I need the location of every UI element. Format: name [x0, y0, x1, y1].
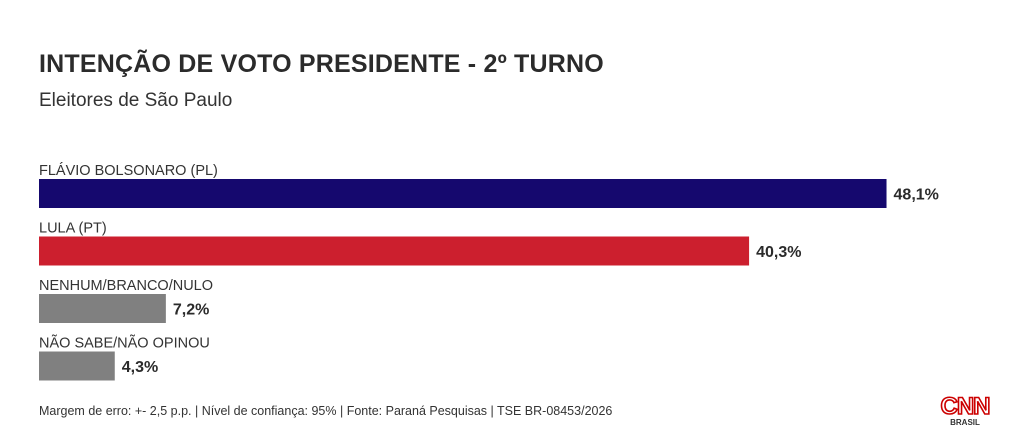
category-label: NENHUM/BRANCO/NULO [39, 278, 213, 294]
cnn-brasil-logo: CNN BRASIL [940, 392, 992, 427]
category-label: LULA (PT) [39, 221, 107, 237]
bar-chart: FLÁVIO BOLSONARO (PL) 48,1% LULA (PT) 40,3%… [39, 162, 939, 381]
value-label: 4,3% [122, 359, 158, 376]
bar [39, 351, 115, 381]
chart-title: INTENÇÃO DE VOTO PRESIDENTE - 2º TURNO [39, 50, 604, 78]
bar [39, 236, 750, 266]
logo-sub: BRASIL [950, 418, 980, 427]
category-label: NÃO SABE/NÃO OPINOU [39, 335, 210, 352]
chart-subtitle: Eleitores de São Paulo [39, 90, 233, 111]
value-label: 40,3% [756, 244, 801, 261]
value-label: 7,2% [173, 302, 209, 319]
logo-text: CNN [941, 393, 990, 420]
bar [39, 294, 166, 323]
bar [39, 179, 887, 208]
category-label: FLÁVIO BOLSONARO (PL) [39, 162, 218, 179]
value-label: 48,1% [894, 187, 939, 204]
footer-note: Margem de erro: +- 2,5 p.p. | Nível de c… [39, 404, 613, 418]
